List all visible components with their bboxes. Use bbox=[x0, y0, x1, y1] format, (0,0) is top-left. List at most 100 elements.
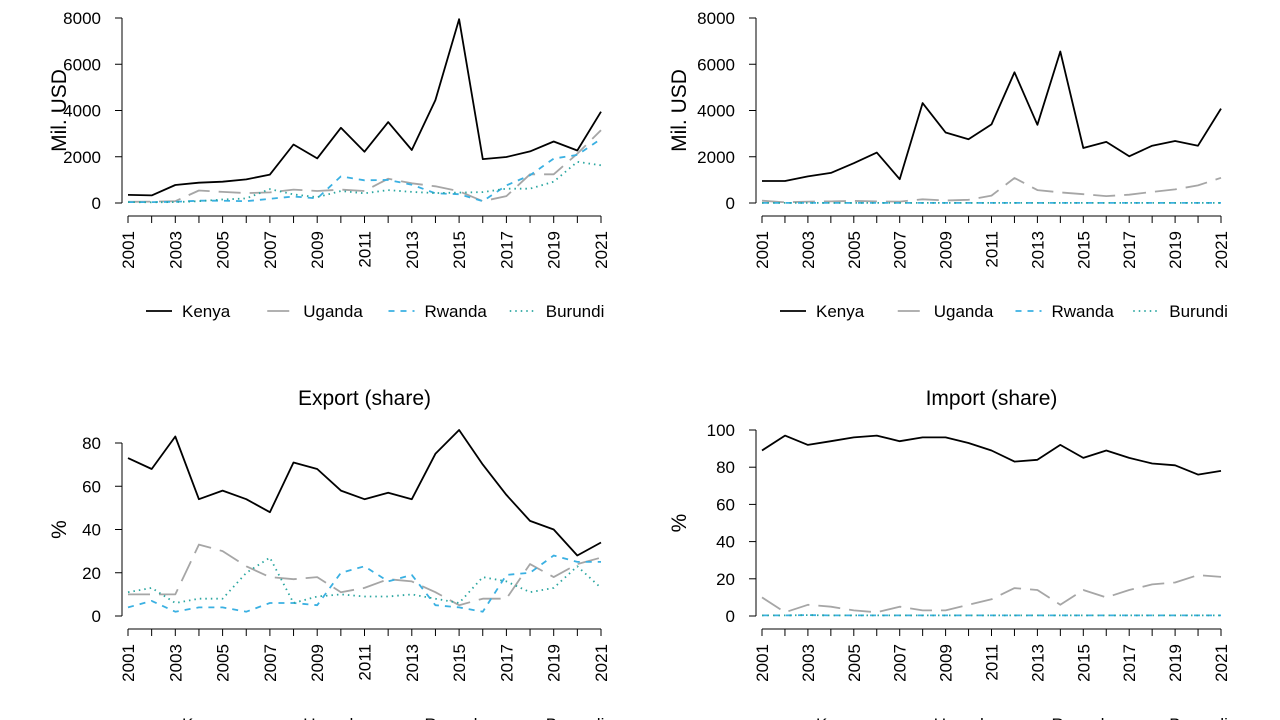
x-tick-label: 2013 bbox=[403, 644, 422, 682]
y-axis-label: % bbox=[48, 520, 71, 539]
x-tick-label: 2013 bbox=[403, 231, 422, 269]
legend-label-rwanda: Rwanda bbox=[425, 715, 488, 720]
y-tick-label: 20 bbox=[716, 570, 735, 589]
legend-label-rwanda: Rwanda bbox=[1052, 715, 1115, 720]
x-tick-label: 2011 bbox=[356, 231, 375, 268]
series-line-kenya bbox=[761, 434, 1222, 476]
x-tick-label: 2005 bbox=[845, 644, 864, 682]
x-tick-label: 2001 bbox=[753, 231, 772, 269]
x-tick-label: 2019 bbox=[1166, 644, 1185, 682]
x-tick-label: 2003 bbox=[799, 644, 818, 682]
x-tick-label: 2015 bbox=[1074, 231, 1093, 269]
x-tick-label: 2017 bbox=[497, 231, 516, 269]
y-tick-label: 60 bbox=[82, 477, 101, 496]
y-tick-label: 0 bbox=[92, 607, 101, 626]
legend-label-burundi: Burundi bbox=[1169, 715, 1228, 720]
y-tick-label: 20 bbox=[82, 564, 101, 583]
y-tick-label: 0 bbox=[726, 607, 735, 626]
x-tick-label: 2013 bbox=[1028, 644, 1047, 682]
x-tick-label: 2005 bbox=[214, 644, 233, 682]
panel-export-value: 0 2000 4000 6000 8000 Mil. USD 2001 2003 2005 200… bbox=[48, 9, 611, 321]
x-tick-label: 2021 bbox=[1212, 231, 1231, 269]
x-tick-label: 2001 bbox=[119, 644, 138, 682]
legend-label-uganda: Uganda bbox=[934, 302, 994, 321]
series-line-uganda bbox=[128, 543, 602, 607]
legend-label-burundi: Burundi bbox=[546, 715, 605, 720]
y-tick-label: 8000 bbox=[697, 9, 735, 28]
x-tick-label: 2011 bbox=[356, 644, 375, 681]
y-tick-label: 40 bbox=[82, 521, 101, 540]
legend-label-rwanda: Rwanda bbox=[425, 302, 488, 321]
series-line-uganda bbox=[761, 574, 1222, 614]
x-tick-label: 2019 bbox=[545, 231, 564, 269]
x-tick-label: 2007 bbox=[261, 231, 280, 269]
y-tick-label: 8000 bbox=[63, 9, 101, 28]
x-tick-label: 2013 bbox=[1028, 231, 1047, 269]
panel-import-share: Import (share) 0 20 40 60 80 100% 2001 2003 2005 2… bbox=[668, 387, 1231, 720]
x-tick-label: 2009 bbox=[308, 231, 327, 269]
x-tick-label: 2003 bbox=[166, 231, 185, 269]
y-tick-label: 80 bbox=[716, 458, 735, 477]
series-line-rwanda bbox=[127, 554, 601, 613]
y-tick-label: 6000 bbox=[697, 55, 735, 74]
series-line-uganda bbox=[761, 176, 1222, 204]
x-tick-label: 2021 bbox=[592, 231, 611, 269]
x-tick-label: 2001 bbox=[753, 644, 772, 682]
legend-label-burundi: Burundi bbox=[1169, 302, 1228, 321]
x-tick-label: 2017 bbox=[1120, 644, 1139, 682]
x-tick-label: 2005 bbox=[214, 231, 233, 269]
chart-title: Export (share) bbox=[298, 387, 431, 410]
x-tick-label: 2011 bbox=[983, 644, 1002, 681]
y-tick-label: 80 bbox=[82, 434, 101, 453]
y-axis-label: Mil. USD bbox=[48, 69, 71, 152]
y-tick-label: 60 bbox=[716, 495, 735, 514]
legend-label-uganda: Uganda bbox=[303, 302, 363, 321]
y-tick-label: 4000 bbox=[697, 102, 735, 121]
x-tick-label: 2015 bbox=[450, 231, 469, 269]
legend-label-rwanda: Rwanda bbox=[1052, 302, 1115, 321]
x-tick-label: 2001 bbox=[119, 231, 138, 269]
legend-label-kenya: Kenya bbox=[182, 715, 231, 720]
x-tick-label: 2007 bbox=[891, 231, 910, 269]
series-line-kenya bbox=[762, 50, 1222, 182]
x-tick-label: 2015 bbox=[1074, 644, 1093, 682]
y-tick-label: 4000 bbox=[63, 102, 101, 121]
x-tick-label: 2009 bbox=[308, 644, 327, 682]
y-tick-label: 0 bbox=[726, 194, 735, 213]
y-tick-label: 100 bbox=[707, 421, 735, 440]
legend-label-kenya: Kenya bbox=[816, 302, 865, 321]
x-tick-label: 2007 bbox=[261, 644, 280, 682]
x-tick-label: 2015 bbox=[450, 644, 469, 682]
panel-export-share: Export (share) 0 20 40 60 80% 2001 2003 2005 2007… bbox=[48, 387, 611, 720]
series-line-kenya bbox=[127, 18, 602, 197]
x-tick-label: 2019 bbox=[1166, 231, 1185, 269]
x-tick-label: 2021 bbox=[592, 644, 611, 682]
y-tick-label: 6000 bbox=[63, 55, 101, 74]
x-tick-label: 2003 bbox=[799, 231, 818, 269]
legend-label-burundi: Burundi bbox=[546, 302, 605, 321]
series-line-uganda bbox=[127, 129, 602, 203]
x-tick-label: 2017 bbox=[1120, 231, 1139, 269]
legend-label-kenya: Kenya bbox=[182, 302, 231, 321]
y-tick-label: 2000 bbox=[63, 148, 101, 167]
panel-import-value: 0 2000 4000 6000 8000 Mil. USD 2001 2003 2005 200… bbox=[668, 9, 1231, 321]
series-line-rwanda bbox=[128, 138, 602, 204]
y-axis-label: Mil. USD bbox=[668, 69, 691, 152]
y-tick-label: 0 bbox=[92, 194, 101, 213]
y-tick-label: 40 bbox=[716, 533, 735, 552]
x-tick-label: 2009 bbox=[937, 231, 956, 269]
series-line-burundi bbox=[127, 556, 602, 604]
legend-label-uganda: Uganda bbox=[934, 715, 994, 720]
x-tick-label: 2005 bbox=[845, 231, 864, 269]
y-tick-label: 2000 bbox=[697, 148, 735, 167]
series-line-kenya bbox=[127, 429, 602, 557]
x-tick-label: 2017 bbox=[497, 644, 516, 682]
chart-title: Import (share) bbox=[926, 387, 1058, 410]
x-tick-label: 2019 bbox=[545, 644, 564, 682]
y-axis-label: % bbox=[668, 514, 691, 533]
x-tick-label: 2021 bbox=[1212, 644, 1231, 682]
x-tick-label: 2011 bbox=[983, 231, 1002, 268]
x-tick-label: 2009 bbox=[937, 644, 956, 682]
x-tick-label: 2007 bbox=[891, 644, 910, 682]
